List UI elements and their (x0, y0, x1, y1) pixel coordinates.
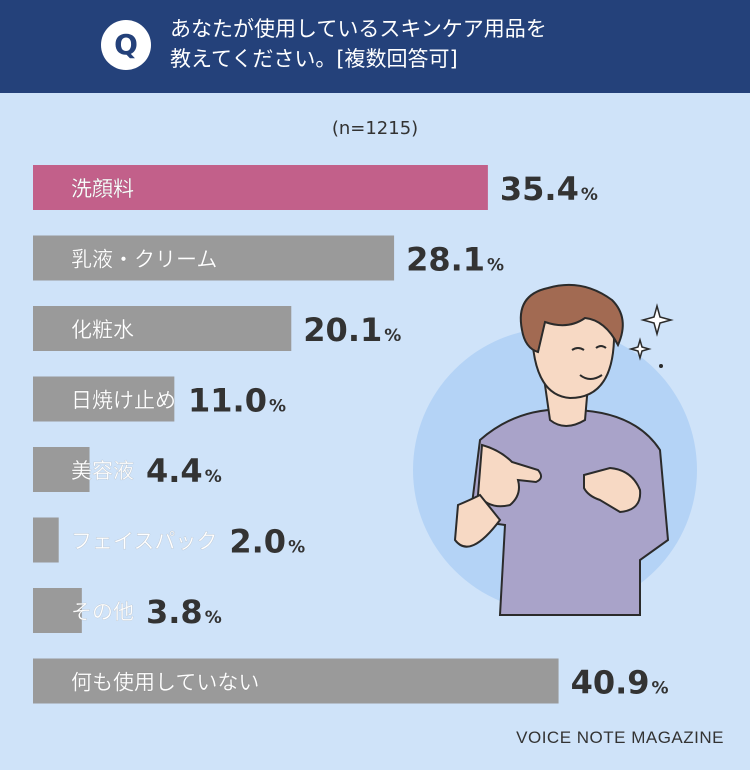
sample-size-note: (n=1215) (331, 118, 419, 139)
bar-4 (33, 447, 90, 492)
value-label-5: 2.0% (229, 523, 305, 561)
category-label-4: 美容液 (71, 459, 134, 483)
bar-3 (33, 376, 175, 422)
value-label-4: 4.4% (146, 452, 222, 490)
q-badge: Q (101, 20, 151, 70)
value-label-1: 28.1% (406, 241, 504, 279)
value-label-0: 35.4% (500, 170, 598, 208)
bar-7 (33, 658, 559, 704)
bar-1 (33, 235, 395, 281)
category-label-5: フェイスパック (71, 530, 217, 554)
question-line-1: あなたが使用しているスキンケア用品を (170, 17, 547, 41)
bar-0 (33, 165, 488, 210)
category-label-1: 乳液・クリーム (71, 248, 217, 272)
question-line-2: 教えてください。[複数回答可] (170, 47, 458, 71)
value-label-6: 3.8% (146, 593, 222, 631)
bar-2 (33, 306, 292, 351)
category-label-2: 化粧水 (71, 318, 134, 342)
question-header: Q あなたが使用しているスキンケア用品を 教えてください。[複数回答可] (0, 0, 750, 93)
category-label-6: その他 (71, 600, 134, 624)
value-label-3: 11.0% (188, 382, 286, 420)
question-text: あなたが使用しているスキンケア用品を 教えてください。[複数回答可] (170, 14, 547, 74)
source-credit: VOICE NOTE MAGAZINE (516, 728, 724, 747)
value-label-7: 40.9% (571, 664, 669, 702)
category-label-0: 洗顔料 (71, 177, 134, 201)
bar-5 (33, 517, 59, 563)
category-label-7: 何も使用していない (71, 671, 259, 695)
bar-6 (33, 588, 82, 633)
category-label-3: 日焼け止め (71, 389, 176, 413)
value-label-2: 20.1% (303, 311, 401, 349)
